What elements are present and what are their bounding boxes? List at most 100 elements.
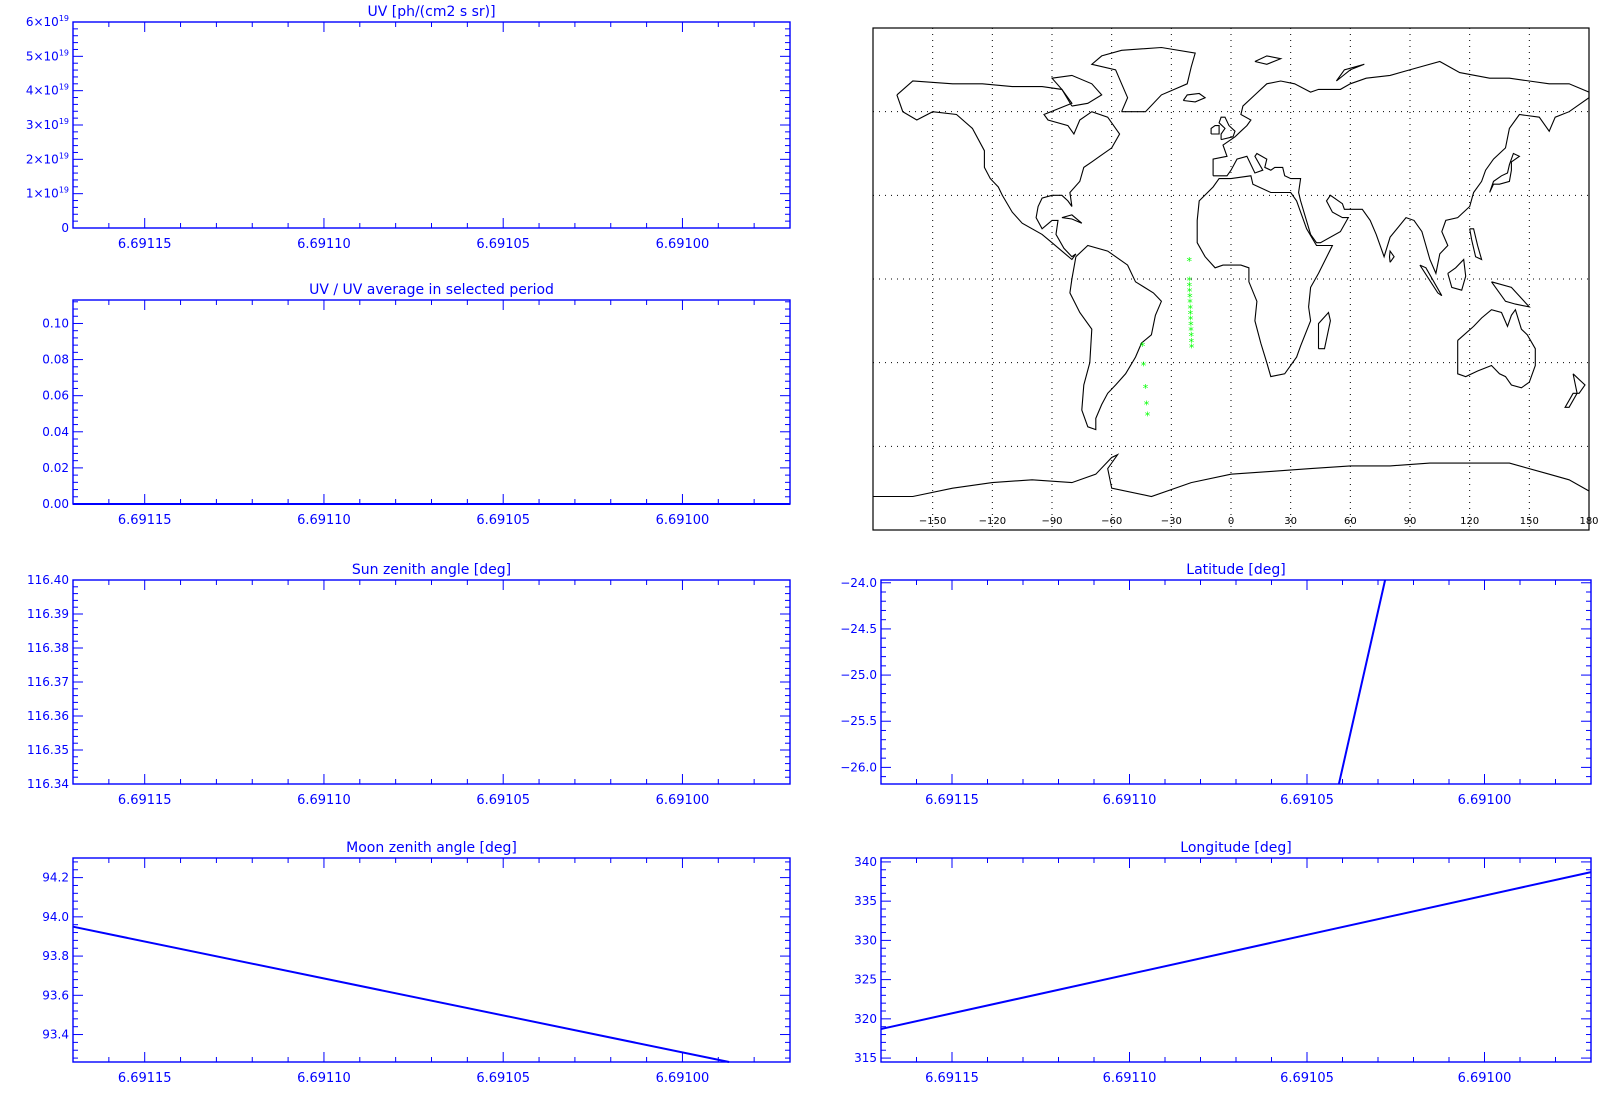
y-tick-mantissa: 4 (26, 84, 34, 98)
map-lon-tick-label: 0 (1228, 516, 1234, 527)
y-tick-label: 6×1019 (26, 14, 69, 29)
series-line (1337, 579, 1387, 785)
coastline-japan (1489, 152, 1521, 193)
y-tick-label: 93.8 (42, 949, 69, 963)
x-tick-label: 6.69105 (1280, 1071, 1334, 1086)
y-tick-times: ×10 (33, 152, 58, 166)
track-point: * (1141, 359, 1147, 372)
coastline-borneo (1447, 258, 1467, 291)
track-point: * (1188, 330, 1194, 343)
map-lon-tick-label: 90 (1404, 516, 1417, 527)
y-tick-label: 2×1019 (26, 151, 69, 166)
track-point: * (1189, 336, 1195, 349)
chart-title: UV / UV average in selected period (309, 282, 554, 298)
x-tick-label: 6.69100 (656, 1071, 710, 1086)
y-tick-label: 116.38 (27, 641, 69, 655)
x-tick-label: 6.69105 (476, 237, 530, 252)
y-tick-label: −25.5 (840, 714, 877, 728)
map-lon-tick-label: −90 (1041, 516, 1062, 527)
coastline-south-america (1069, 244, 1163, 431)
y-tick-label: 0.06 (42, 389, 69, 403)
x-tick-label: 6.69105 (476, 1071, 530, 1086)
coastline-antarctica (873, 453, 1590, 498)
x-tick-label: 6.69100 (1458, 793, 1512, 808)
y-tick-mantissa: 1 (26, 187, 34, 201)
track-point: * (1188, 319, 1194, 332)
y-tick-exponent: 19 (59, 151, 69, 160)
series-line (72, 925, 730, 1063)
y-tick-label: 0.04 (42, 425, 69, 439)
y-tick-label: 0 (61, 221, 69, 235)
chart-title: Moon zenith angle [deg] (346, 840, 517, 856)
map-lon-tick-label: 150 (1520, 516, 1539, 527)
y-tick-label: 94.2 (42, 871, 69, 885)
y-tick-exponent: 19 (59, 117, 69, 126)
y-tick-label: 5×1019 (26, 48, 69, 63)
coastline-baffin-island (1050, 74, 1103, 107)
chart-title: Sun zenith angle [deg] (352, 562, 511, 578)
y-tick-label: 0.10 (42, 316, 69, 330)
x-tick-label: 6.69100 (1458, 1071, 1512, 1086)
y-tick-mantissa: 2 (26, 152, 34, 166)
y-tick-times: ×10 (33, 49, 58, 63)
coastline-eurasia (1212, 60, 1590, 276)
coastline-great-britain (1218, 116, 1236, 141)
coastline-sumatra (1419, 264, 1443, 297)
x-tick-label: 6.69100 (656, 237, 710, 252)
x-tick-label: 6.69115 (118, 237, 172, 252)
x-tick-label: 6.69100 (656, 513, 710, 528)
y-tick-mantissa: 5 (26, 49, 34, 63)
track-point: * (1187, 280, 1193, 293)
y-tick-label: 116.37 (27, 675, 69, 689)
chart-ratio: UV / UV average in selected period 6.6911… (42, 282, 791, 528)
chart-moon: Moon zenith angle [deg] 6.69115 6.69110 6.6… (42, 840, 791, 1086)
y-tick-label: 325 (854, 973, 877, 987)
chart-map: −150 −120 −90 −60 −30 0 30 60 90 120 150 180*******… (872, 27, 1599, 531)
plot-frame (72, 299, 791, 505)
coastline-new-guinea (1491, 281, 1531, 308)
plot-frame (880, 579, 1592, 785)
coastline-philippines (1469, 228, 1483, 261)
plot-frame (72, 857, 791, 1063)
track-point: * (1187, 291, 1193, 304)
y-tick-label: −24.5 (840, 622, 877, 636)
y-tick-label: 320 (854, 1012, 877, 1026)
x-tick-label: 6.69110 (297, 513, 351, 528)
y-tick-label: 94.0 (42, 910, 69, 924)
coastline-svalbard (1254, 55, 1283, 65)
y-tick-label: −24.0 (840, 576, 877, 590)
chart-lat: Latitude [deg] 6.69115 6.69110 6.69105 6.691… (840, 562, 1592, 808)
y-tick-label: 0.02 (42, 461, 69, 475)
coastline-iceland (1182, 92, 1207, 103)
map-lon-tick-label: −120 (979, 516, 1006, 527)
chart-uv: UV [ph/(cm2 s sr)] 6.69115 6.69110 6.69105 6… (26, 4, 791, 252)
x-tick-label: 6.69100 (656, 793, 710, 808)
y-tick-label: 116.36 (27, 709, 69, 723)
map-lon-tick-label: −30 (1161, 516, 1182, 527)
y-tick-label: 116.35 (27, 743, 69, 757)
y-tick-label: 0.00 (42, 497, 69, 511)
y-tick-times: ×10 (33, 118, 58, 132)
track-point: * (1188, 313, 1194, 326)
y-tick-label: 4×1019 (26, 83, 69, 98)
track-point: * (1145, 410, 1151, 423)
track-point: * (1189, 341, 1195, 354)
plot-frame (72, 579, 791, 785)
coastline-madagascar (1317, 311, 1331, 350)
y-tick-label: 3×1019 (26, 117, 69, 132)
coastline-novaya-zemlya (1335, 63, 1365, 82)
map-lon-tick-label: 30 (1284, 516, 1297, 527)
x-tick-label: 6.69110 (297, 1071, 351, 1086)
map-lon-tick-label: −150 (919, 516, 946, 527)
x-tick-label: 6.69115 (925, 1071, 979, 1086)
track-point: * (1187, 302, 1193, 315)
track-point: * (1188, 325, 1194, 338)
y-tick-label: 315 (854, 1051, 877, 1065)
map-lon-tick-label: 60 (1344, 516, 1357, 527)
x-tick-label: 6.69105 (476, 793, 530, 808)
y-tick-label: 116.34 (27, 777, 69, 791)
x-tick-label: 6.69115 (118, 513, 172, 528)
map-lon-tick-label: 120 (1460, 516, 1479, 527)
track-point: * (1186, 255, 1192, 268)
y-tick-label: −25.0 (840, 668, 877, 682)
